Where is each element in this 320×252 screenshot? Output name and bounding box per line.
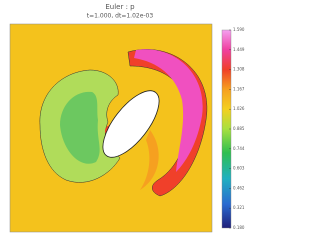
chart-title: Euler : p (105, 3, 135, 11)
colorbar-tick-label: 0.885 (233, 126, 245, 131)
colorbar-tick-label: 1.449 (233, 47, 245, 52)
field (9, 23, 213, 233)
colorbar-tick-label: 0.462 (233, 185, 245, 190)
body (102, 90, 160, 158)
colorbar-tick-label: 1.590 (233, 27, 245, 32)
colorbar-tick-label: 0.603 (233, 166, 245, 171)
peak-arc (134, 49, 203, 172)
mid-region (140, 130, 159, 190)
chart: Euler : p t=1.000, dt=1.02e-03 0.180 0.32… (9, 3, 245, 233)
colorbar-tick-label: 0.321 (233, 205, 245, 210)
colorbar-tick-label: 0.180 (233, 225, 245, 230)
colorbar-tick-label: 1.026 (233, 106, 245, 111)
low-core (60, 91, 100, 164)
colorbar-tick-label: 0.744 (233, 146, 245, 151)
chart-subtitle: t=1.000, dt=1.02e-03 (87, 13, 154, 20)
colorbar-tick-label: 1.308 (233, 67, 245, 72)
colorbar-tick-label: 1.167 (233, 86, 245, 91)
